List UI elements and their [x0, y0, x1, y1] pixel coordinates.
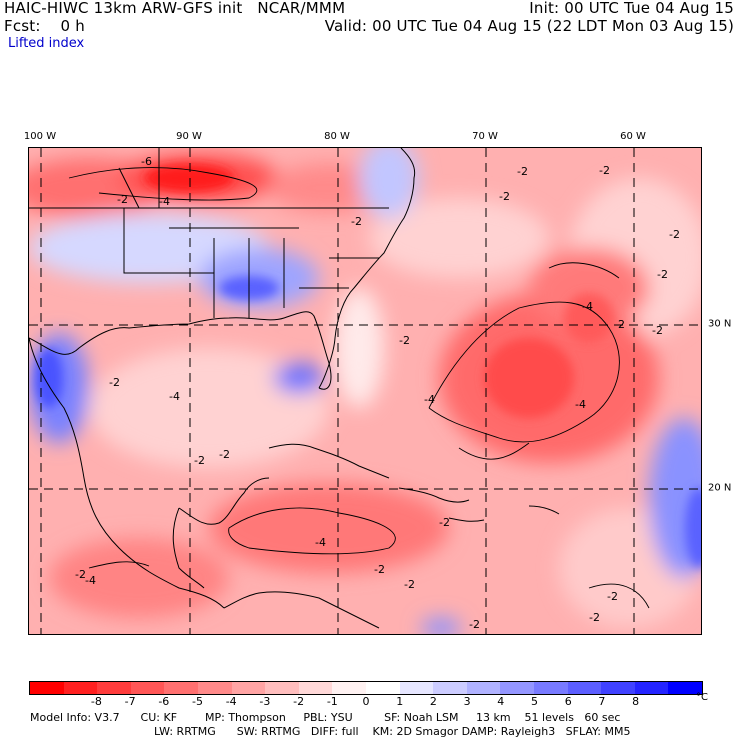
colorbar-tick-label: 7 — [598, 695, 606, 708]
contour-label: -2 — [194, 454, 205, 467]
contour-label: -2 — [117, 193, 128, 206]
lat-label: 30 N — [708, 318, 732, 330]
contour-label: -2 — [669, 228, 680, 241]
contour-label: -2 — [219, 448, 230, 461]
contour-label: -2 — [351, 215, 362, 228]
colorbar-segment — [298, 682, 333, 694]
colorbar-segment — [63, 682, 98, 694]
lon-label: 80 W — [324, 131, 350, 142]
colorbar-tick-label: 1 — [396, 695, 404, 708]
colorbar — [29, 681, 703, 695]
colorbar-tick-label: -8 — [90, 695, 102, 708]
contour-label: -2 — [374, 563, 385, 576]
contour-label: -4 — [169, 390, 180, 403]
contour-label: -2 — [607, 590, 618, 603]
lon-label: 90 W — [176, 131, 202, 142]
map-canvas: -6 -4 -2 -2 -2 -2 -2 -2 -4 -2 -2 -4 -2 -… — [29, 148, 701, 634]
lifted-index-map: -6 -4 -2 -2 -2 -2 -2 -2 -4 -2 -2 -4 -2 -… — [28, 147, 702, 635]
contour-label: -2 — [109, 376, 120, 389]
colorbar-segment — [567, 682, 602, 694]
field-shading-fine — [35, 164, 701, 568]
model-title: HAIC-HIWC 13km ARW-GFS init NCAR/MMM — [4, 0, 345, 17]
coastlines — [29, 148, 560, 629]
contour-lines — [68, 167, 650, 609]
colorbar-tick-label: -1 — [326, 695, 338, 708]
organization: NCAR/MMM — [257, 0, 346, 17]
contour-label: -4 — [424, 393, 435, 406]
colorbar-tick-label: 0 — [362, 695, 370, 708]
colorbar-tick-label: -4 — [225, 695, 237, 708]
colorbar-tick-label: -2 — [293, 695, 305, 708]
colorbar-tick-label: 5 — [531, 695, 538, 708]
contour-label: -2 — [614, 318, 625, 331]
colorbar-tick-label: 6 — [564, 695, 572, 708]
field-shading — [29, 148, 701, 634]
colorbar-segment — [399, 682, 434, 694]
lon-label: 100 W — [23, 131, 57, 142]
contour-label: -2 — [75, 568, 86, 581]
model-name: HAIC-HIWC 13km ARW-GFS init — [4, 0, 243, 17]
colorbar-tick-label: -7 — [124, 695, 136, 708]
contour-label: -4 — [315, 536, 326, 549]
graticule — [29, 148, 701, 634]
colorbar-tick-label: 2 — [429, 695, 437, 708]
init-time: Init: 00 UTC Tue 04 Aug 15 — [529, 0, 734, 17]
valid-time: Valid: 00 UTC Tue 04 Aug 15 (22 LDT Mon … — [324, 17, 734, 35]
colorbar-segment — [634, 682, 669, 694]
colorbar-segment — [265, 682, 299, 694]
contour-label: -2 — [589, 611, 600, 624]
colorbar-segment — [197, 682, 232, 694]
colorbar-tick-label: -3 — [259, 695, 271, 708]
contour-label: -2 — [657, 268, 668, 281]
colorbar-segment — [231, 682, 266, 694]
contour-label: -6 — [141, 155, 152, 168]
lon-label: 60 W — [620, 131, 646, 142]
contour-label: -4 — [582, 300, 593, 313]
contour-label: -2 — [404, 578, 415, 591]
contour-label: -2 — [499, 190, 510, 203]
contour-label: -2 — [469, 618, 480, 631]
contour-label: -4 — [85, 574, 96, 587]
colorbar-segment — [601, 682, 635, 694]
colorbar-tick-label: -5 — [192, 695, 203, 708]
colorbar-segment — [332, 682, 366, 694]
contour-label: -2 — [652, 324, 663, 337]
colorbar-segment — [533, 682, 568, 694]
colorbar-segment — [668, 682, 702, 694]
contour-label: -2 — [599, 164, 610, 177]
colorbar-segment — [164, 682, 198, 694]
colorbar-segment — [97, 682, 131, 694]
colorbar-segment — [466, 682, 501, 694]
contour-label: -4 — [159, 195, 170, 208]
colorbar-tick-label: -6 — [158, 695, 170, 708]
colorbar-tick-label: 4 — [497, 695, 505, 708]
colorbar-segment — [433, 682, 467, 694]
contour-labels: -6 -4 -2 -2 -2 -2 -2 -2 -4 -2 -2 -4 -2 -… — [75, 155, 680, 631]
contour-label: -2 — [517, 165, 528, 178]
model-info-line-1: Model Info: V3.7 CU: KF MP: Thompson PBL… — [30, 711, 621, 724]
colorbar-tick-label: 8 — [632, 695, 640, 708]
colorbar-segment — [30, 682, 64, 694]
field-name: Lifted index — [8, 36, 85, 51]
model-info-line-2: LW: RRTMG SW: RRTMG DIFF: full KM: 2D Sm… — [154, 725, 631, 738]
colorbar-segment — [130, 682, 165, 694]
contour-label: -2 — [439, 516, 450, 529]
colorbar-tick-label: 3 — [463, 695, 471, 708]
contour-label: -4 — [575, 398, 586, 411]
lat-label: 20 N — [708, 482, 732, 494]
colorbar-segment — [365, 682, 400, 694]
contour-label: -2 — [399, 334, 410, 347]
colorbar-segment — [500, 682, 534, 694]
forecast-hour: Fcst: 0 h — [4, 17, 85, 35]
lon-label: 70 W — [472, 131, 498, 142]
colorbar-unit: °C — [696, 692, 708, 703]
